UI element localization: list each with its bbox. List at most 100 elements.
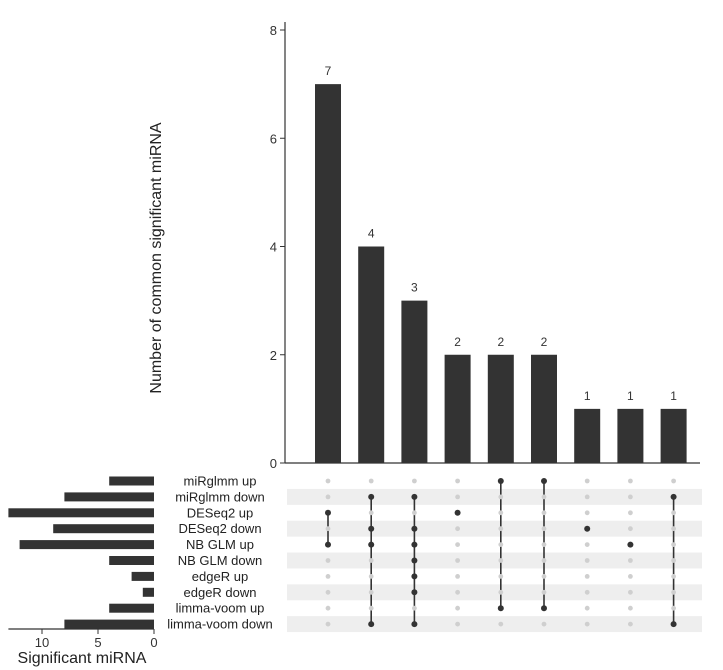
matrix-dot-active: [497, 605, 504, 612]
set-label: DESeq2 up: [187, 505, 254, 520]
matrix-dot-inactive: [498, 542, 504, 547]
matrix-dot-inactive: [584, 574, 590, 579]
matrix-dot-active: [325, 509, 331, 516]
matrix-dot-inactive: [671, 542, 676, 547]
matrix-dot-inactive: [325, 526, 331, 532]
matrix-dot-active: [411, 621, 418, 628]
matrix-dot-active: [670, 621, 677, 628]
set-size-bars: [8, 476, 155, 629]
matrix-dot-inactive: [541, 510, 547, 516]
intersection-bar-label: 7: [325, 64, 332, 78]
matrix-dot-inactive: [498, 621, 504, 627]
intersection-bar-label: 1: [670, 389, 677, 403]
y-axis-label: Number of common significant miRNA: [148, 122, 165, 394]
matrix-dot-inactive: [325, 478, 331, 484]
intersection-bar-label: 3: [411, 281, 418, 295]
intersection-bars: 7 4 3 2 2 2 1 1 1: [315, 64, 687, 463]
matrix-dot-inactive: [671, 574, 676, 579]
matrix-dot-inactive: [325, 494, 331, 500]
set-size-bar: [109, 476, 154, 486]
set-size-bar: [64, 492, 154, 502]
matrix-dot-inactive: [671, 605, 676, 611]
intersection-bar-label: 2: [454, 335, 461, 349]
set-axis-tick-label: 0: [150, 635, 157, 650]
matrix-dot-inactive: [671, 510, 676, 516]
matrix-dot-inactive: [584, 478, 590, 484]
matrix-dot-inactive: [584, 542, 590, 547]
matrix-dot-inactive: [541, 574, 547, 579]
intersection-bar-label: 2: [497, 335, 504, 349]
intersection-bar: [660, 408, 687, 463]
matrix-dot-inactive: [368, 478, 374, 484]
matrix-dot-inactive: [455, 478, 460, 484]
matrix-dot-inactive: [628, 605, 633, 611]
intersection-bar: [531, 354, 557, 463]
matrix-dot-inactive: [368, 558, 374, 563]
set-label: NB GLM up: [186, 537, 254, 552]
set-size-x-axis: 10 5 0: [8, 628, 158, 650]
matrix-dot-active: [541, 478, 547, 484]
y-tick-label: 6: [270, 131, 277, 146]
matrix-dot-inactive: [498, 558, 504, 563]
y-tick-label: 0: [270, 456, 277, 471]
matrix-dot-inactive: [325, 558, 331, 563]
intersection-bar: [574, 408, 601, 463]
set-label: DESeq2 down: [178, 521, 261, 536]
matrix-dot-inactive: [455, 605, 460, 611]
set-size-bar: [109, 556, 154, 565]
matrix-dot-inactive: [368, 605, 374, 611]
matrix-dot-inactive: [628, 494, 633, 500]
matrix-dot-inactive: [498, 494, 504, 500]
intersection-bar: [444, 354, 471, 463]
set-size-bar: [8, 508, 155, 518]
matrix-dot-inactive: [671, 526, 676, 532]
y-tick-label: 2: [270, 348, 277, 363]
matrix-dot-inactive: [541, 621, 547, 627]
matrix-dot-inactive: [412, 478, 417, 484]
matrix-dot-inactive: [412, 605, 417, 611]
matrix-dot-inactive: [584, 494, 590, 500]
matrix-dot-inactive: [628, 510, 633, 516]
matrix-dot-inactive: [584, 605, 590, 611]
set-size-bar: [53, 524, 155, 534]
set-axis-tick-label: 5: [94, 635, 101, 650]
matrix-dot-active: [497, 478, 504, 484]
matrix-dot-active: [411, 541, 418, 548]
matrix-dot-inactive: [584, 558, 590, 563]
matrix-dot-inactive: [325, 574, 331, 579]
matrix-dot-inactive: [628, 621, 633, 627]
matrix-dot-inactive: [584, 510, 590, 516]
set-axis-tick-label: 10: [35, 635, 49, 650]
matrix-dot-active: [541, 605, 547, 612]
matrix-dot-inactive: [325, 605, 331, 611]
matrix-dot-inactive: [541, 526, 547, 532]
matrix-dot-inactive: [584, 589, 590, 595]
matrix-dot-inactive: [368, 510, 374, 516]
y-tick-label: 8: [270, 23, 277, 38]
matrix-dot-inactive: [671, 478, 676, 484]
set-size-bar: [131, 571, 154, 581]
set-size-bar: [142, 587, 154, 597]
matrix-dot-active: [368, 621, 375, 628]
matrix-stripe: [287, 584, 702, 601]
matrix-dot-inactive: [498, 526, 504, 532]
matrix-dot-inactive: [498, 589, 504, 595]
set-label: NB GLM down: [178, 553, 263, 568]
matrix-dot-inactive: [541, 542, 547, 547]
matrix-dot-inactive: [455, 589, 460, 595]
set-label: limma-voom up: [176, 601, 265, 616]
intersection-bar-label: 1: [627, 389, 634, 403]
set-size-axis-label: Significant miRNA: [18, 650, 147, 667]
y-tick-label: 4: [270, 240, 277, 255]
matrix-dot-inactive: [455, 574, 460, 579]
matrix-dot-inactive: [325, 621, 331, 627]
matrix-dot-inactive: [541, 589, 547, 595]
matrix-dot-inactive: [455, 558, 460, 563]
matrix-dot-inactive: [412, 510, 417, 516]
matrix-dot-active: [411, 493, 418, 500]
matrix-dot-inactive: [671, 589, 676, 595]
intersection-bar: [401, 300, 428, 463]
matrix-dot-inactive: [368, 589, 374, 595]
matrix-dot-active: [368, 525, 375, 532]
